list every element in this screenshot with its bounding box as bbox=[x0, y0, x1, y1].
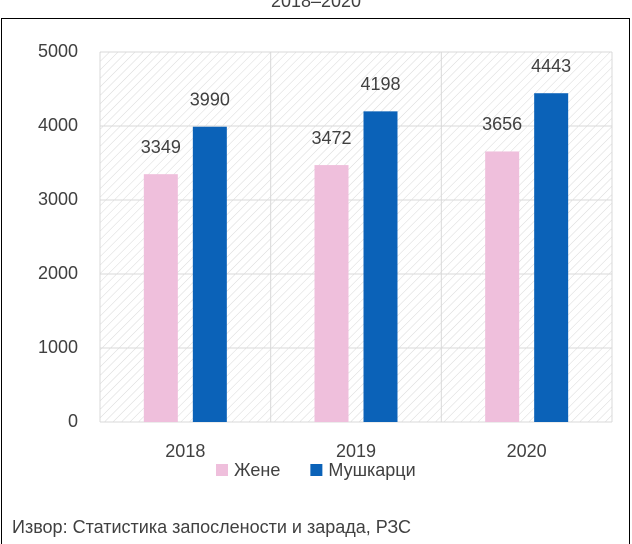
y-tick-label: 3000 bbox=[38, 189, 78, 209]
value-label: 3656 bbox=[482, 114, 522, 134]
bar bbox=[485, 151, 520, 422]
plot-area bbox=[100, 52, 612, 422]
value-label: 4443 bbox=[531, 56, 571, 76]
y-tick-label: 4000 bbox=[38, 115, 78, 135]
value-label: 3472 bbox=[311, 128, 351, 148]
bar bbox=[143, 174, 178, 422]
legend-swatch bbox=[216, 464, 228, 476]
source-note: Извор: Статистика запослености и зарада,… bbox=[12, 517, 411, 537]
x-tick-label: 2019 bbox=[336, 441, 376, 461]
bar bbox=[314, 165, 349, 422]
legend-label: Мушкарци bbox=[328, 460, 415, 480]
chart-title: 2018–2020 bbox=[271, 0, 361, 11]
legend-label: Жене bbox=[234, 460, 280, 480]
bar bbox=[534, 93, 569, 422]
bar bbox=[363, 111, 398, 423]
y-tick-label: 1000 bbox=[38, 337, 78, 357]
value-label: 3990 bbox=[190, 89, 230, 109]
y-tick-label: 5000 bbox=[38, 41, 78, 61]
bar bbox=[192, 126, 227, 423]
x-tick-label: 2020 bbox=[507, 441, 547, 461]
legend-swatch bbox=[310, 464, 323, 476]
value-label: 4198 bbox=[360, 74, 400, 94]
x-tick-label: 2018 bbox=[165, 441, 205, 461]
y-tick-label: 0 bbox=[68, 411, 78, 431]
value-label: 3349 bbox=[141, 137, 181, 157]
y-tick-label: 2000 bbox=[38, 263, 78, 283]
